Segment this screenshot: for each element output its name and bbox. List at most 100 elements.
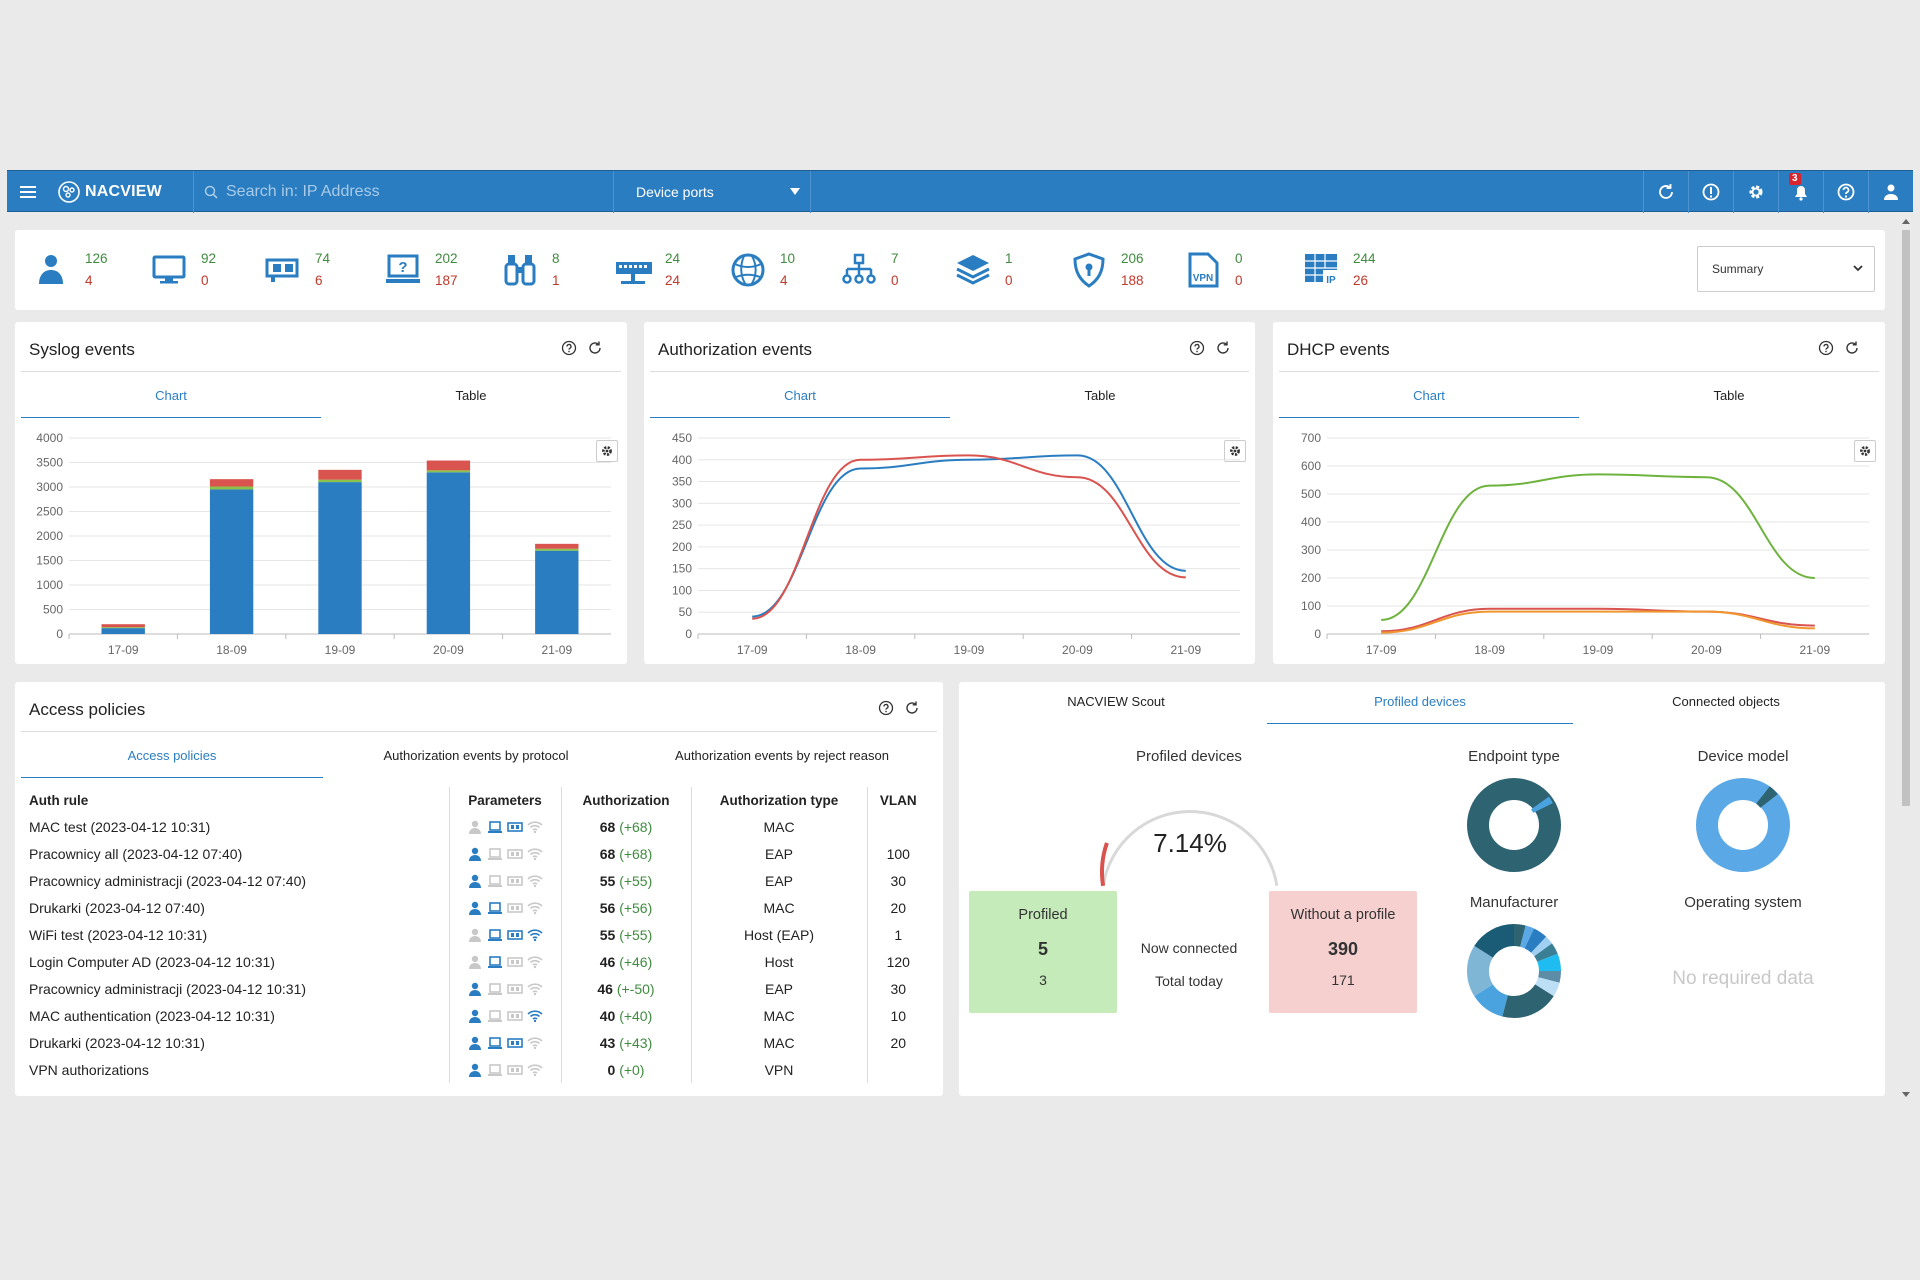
stat-item[interactable]: ? 202 187 bbox=[385, 230, 458, 310]
bar[interactable] bbox=[209, 479, 254, 487]
series-line[interactable] bbox=[752, 454, 1186, 618]
tab-by-reject-reason[interactable]: Authorization events by reject reason bbox=[675, 748, 889, 763]
tab-access-policies[interactable]: Access policies bbox=[21, 748, 323, 778]
series-line[interactable] bbox=[1381, 610, 1815, 634]
bar[interactable] bbox=[426, 470, 471, 473]
stat-item[interactable]: 126 4 bbox=[35, 230, 108, 310]
scroll-up-icon[interactable] bbox=[1902, 219, 1910, 224]
bar[interactable] bbox=[209, 489, 254, 634]
tab-chart[interactable]: Chart bbox=[1279, 388, 1579, 418]
bar[interactable] bbox=[535, 550, 579, 634]
search-scope-select[interactable]: Device ports bbox=[613, 171, 811, 213]
column-header[interactable]: Authorization bbox=[560, 787, 691, 813]
menu-icon[interactable] bbox=[13, 177, 43, 207]
auth-rule-cell[interactable]: Pracownicy all (2023-04-12 07:40) bbox=[29, 845, 243, 862]
endpoint-type-donut[interactable] bbox=[1464, 775, 1564, 875]
auth-rule-cell[interactable]: Drukarki (2023-04-12 07:40) bbox=[29, 899, 205, 916]
auth-rule-cell[interactable]: Pracownicy administracji (2023-04-12 10:… bbox=[29, 980, 307, 997]
tab-by-protocol[interactable]: Authorization events by protocol bbox=[383, 748, 569, 763]
donut-segment[interactable] bbox=[1519, 925, 1535, 949]
series-line[interactable] bbox=[1381, 473, 1815, 621]
auth-rule-cell[interactable]: WiFi test (2023-04-12 10:31) bbox=[29, 926, 208, 943]
notification-bell-icon[interactable]: 3 bbox=[1778, 171, 1823, 213]
table-row[interactable]: Pracownicy administracji (2023-04-12 07:… bbox=[29, 867, 929, 894]
donut-segment[interactable] bbox=[1538, 970, 1561, 983]
column-header[interactable]: VLAN bbox=[866, 787, 929, 813]
column-header[interactable]: Authorization type bbox=[690, 787, 867, 813]
stat-item[interactable]: 74 6 bbox=[265, 230, 330, 310]
gear-icon[interactable] bbox=[1733, 171, 1778, 213]
table-row[interactable]: Pracownicy all (2023-04-12 07:40) 68 (+68… bbox=[29, 840, 929, 867]
stat-item[interactable]: IP 244 26 bbox=[1303, 230, 1376, 310]
refresh-icon[interactable] bbox=[1844, 340, 1860, 356]
series-line[interactable] bbox=[752, 454, 1186, 620]
bar[interactable] bbox=[318, 482, 362, 634]
tab-chart[interactable]: Chart bbox=[21, 388, 321, 418]
donut-segment[interactable] bbox=[1524, 928, 1547, 954]
refresh-icon[interactable] bbox=[587, 340, 603, 356]
stat-item[interactable]: 206 188 bbox=[1071, 230, 1144, 310]
bar[interactable] bbox=[318, 469, 362, 480]
stat-item[interactable]: 10 4 bbox=[730, 230, 795, 310]
auth-rule-cell[interactable]: Pracownicy administracji (2023-04-12 07:… bbox=[29, 872, 307, 889]
summary-select[interactable]: Summary bbox=[1697, 246, 1875, 292]
column-header[interactable]: Parameters bbox=[448, 787, 561, 813]
bar[interactable] bbox=[535, 548, 579, 551]
help-icon[interactable] bbox=[1818, 340, 1834, 356]
tab-profiled-devices[interactable]: Profiled devices bbox=[1267, 694, 1573, 724]
bar[interactable] bbox=[426, 460, 471, 471]
auth-rule-cell[interactable]: Login Computer AD (2023-04-12 10:31) bbox=[29, 953, 275, 970]
bar[interactable] bbox=[209, 486, 254, 490]
tab-connected-objects[interactable]: Connected objects bbox=[1672, 694, 1780, 709]
help-icon[interactable] bbox=[1823, 171, 1868, 213]
refresh-icon[interactable] bbox=[1643, 171, 1688, 213]
refresh-icon[interactable] bbox=[1215, 340, 1231, 356]
bar[interactable] bbox=[535, 543, 579, 549]
manufacturer-donut[interactable] bbox=[1464, 921, 1564, 1021]
auth-rule-cell[interactable]: MAC test (2023-04-12 10:31) bbox=[29, 818, 211, 835]
stat-item[interactable]: 24 24 bbox=[615, 230, 680, 310]
bar[interactable] bbox=[101, 624, 145, 628]
tab-table[interactable]: Table bbox=[1084, 388, 1116, 403]
table-row[interactable]: VPN authorizations 0 (+0) VPN bbox=[29, 1056, 929, 1083]
search-input[interactable]: Search in: IP Address bbox=[193, 171, 613, 213]
without-profile-tile[interactable]: Without a profile 390 171 bbox=[1269, 891, 1417, 1013]
table-row[interactable]: MAC authentication (2023-04-12 10:31) 40 … bbox=[29, 1002, 929, 1029]
profiled-tile[interactable]: Profiled 5 3 bbox=[969, 891, 1117, 1013]
stat-item[interactable]: 92 0 bbox=[151, 230, 216, 310]
help-icon[interactable] bbox=[561, 340, 577, 356]
tab-table[interactable]: Table bbox=[455, 388, 487, 403]
table-row[interactable]: WiFi test (2023-04-12 10:31) 55 (+55) Host… bbox=[29, 921, 929, 948]
chart-settings-button[interactable] bbox=[1224, 440, 1246, 462]
chart-settings-button[interactable] bbox=[1854, 440, 1876, 462]
donut-segment[interactable] bbox=[1530, 936, 1553, 957]
scrollbar-thumb[interactable] bbox=[1902, 230, 1910, 806]
donut-segment[interactable] bbox=[1534, 943, 1558, 963]
chart-settings-button[interactable] bbox=[596, 440, 618, 462]
tab-table[interactable]: Table bbox=[1713, 388, 1745, 403]
refresh-icon[interactable] bbox=[904, 700, 920, 716]
user-icon[interactable] bbox=[1868, 171, 1913, 213]
tab-chart[interactable]: Chart bbox=[650, 388, 950, 418]
info-icon[interactable] bbox=[1688, 171, 1733, 213]
donut-segment[interactable] bbox=[1467, 945, 1494, 997]
table-row[interactable]: Login Computer AD (2023-04-12 10:31) 46 (… bbox=[29, 948, 929, 975]
donut-segment[interactable] bbox=[1474, 924, 1515, 959]
bar[interactable] bbox=[426, 472, 471, 634]
auth-rule-cell[interactable]: MAC authentication (2023-04-12 10:31) bbox=[29, 1007, 275, 1024]
donut-segment[interactable] bbox=[1534, 976, 1560, 997]
scroll-down-icon[interactable] bbox=[1902, 1092, 1910, 1097]
help-icon[interactable] bbox=[1189, 340, 1205, 356]
donut-segment[interactable] bbox=[1537, 953, 1561, 972]
scrollbar[interactable] bbox=[1899, 216, 1913, 1100]
table-row[interactable]: Pracownicy administracji (2023-04-12 10:… bbox=[29, 975, 929, 1002]
device-model-donut[interactable] bbox=[1693, 775, 1793, 875]
stat-item[interactable]: VPN 0 0 bbox=[1185, 230, 1243, 310]
auth-rule-cell[interactable]: VPN authorizations bbox=[29, 1061, 149, 1078]
help-icon[interactable] bbox=[878, 700, 894, 716]
table-row[interactable]: MAC test (2023-04-12 10:31) 68 (+68) MAC bbox=[29, 813, 929, 840]
auth-rule-cell[interactable]: Drukarki (2023-04-12 10:31) bbox=[29, 1034, 205, 1051]
